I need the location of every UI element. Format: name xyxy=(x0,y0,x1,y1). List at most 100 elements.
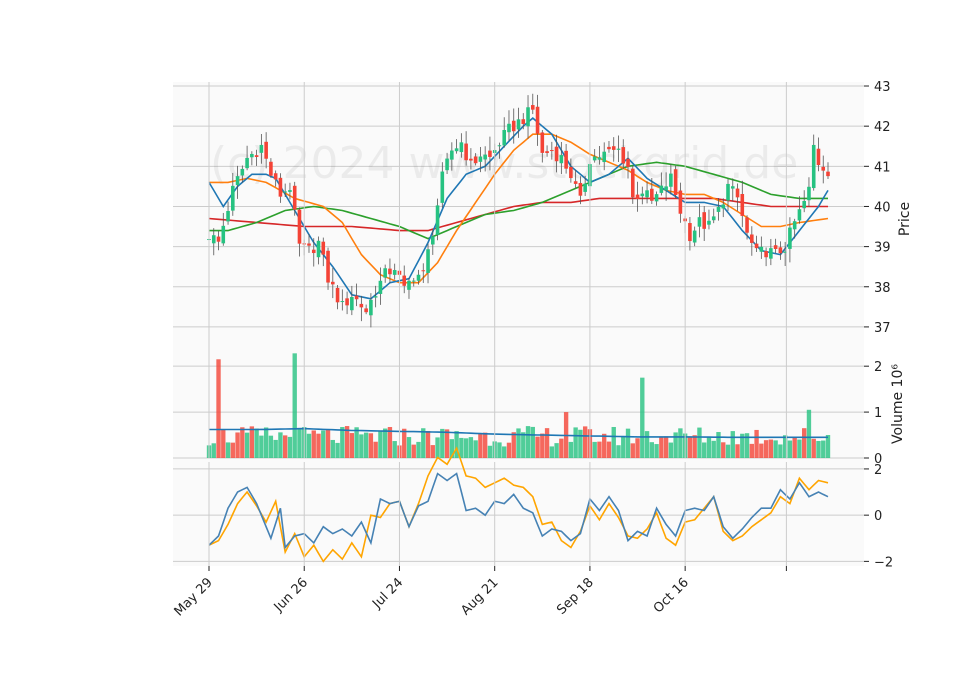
candle-body xyxy=(469,158,473,161)
volume-bar xyxy=(597,441,602,458)
volume-bar xyxy=(711,440,716,458)
candle-body xyxy=(311,249,316,254)
candle-body xyxy=(231,185,235,211)
oscillator-grid xyxy=(173,468,864,562)
candle-body xyxy=(297,209,302,244)
candle-body xyxy=(583,183,587,192)
candle-body xyxy=(307,243,311,246)
volume-bar xyxy=(735,444,740,458)
volume-bar xyxy=(478,433,483,458)
volume-bar xyxy=(782,435,788,458)
volume-bar xyxy=(787,440,793,458)
volume-bar xyxy=(316,433,321,458)
volume-bar xyxy=(525,426,531,458)
volume-tick-label: 0 xyxy=(874,452,882,467)
volume-bar xyxy=(392,441,397,458)
candle-body xyxy=(788,227,792,249)
price-panel: (c) 2024 www.stockgrid.de 37383940414243… xyxy=(173,80,913,351)
candle-body xyxy=(340,301,345,303)
candle-body xyxy=(621,147,626,164)
volume-bar xyxy=(778,444,783,458)
oscillator-main-line xyxy=(208,472,829,550)
volume-bar xyxy=(730,431,735,458)
candle-body xyxy=(550,150,554,152)
volume-bar xyxy=(573,427,578,458)
candle-body xyxy=(473,156,478,164)
volume-bar xyxy=(425,430,431,458)
volume-bar xyxy=(806,409,812,458)
volume-bar xyxy=(649,442,655,458)
volume-bar xyxy=(378,430,383,458)
x-tick-label: Sep 18 xyxy=(554,575,597,618)
volume-bar xyxy=(687,436,693,458)
volume-bar xyxy=(273,439,278,458)
candle-body xyxy=(216,236,221,242)
candle-body xyxy=(778,247,783,254)
volume-bar xyxy=(559,438,564,458)
oscillator-tick-label: 2 xyxy=(874,463,882,478)
volume-bar xyxy=(616,445,621,458)
candle-body xyxy=(740,193,745,216)
volume-bar xyxy=(768,439,774,458)
volume-bar xyxy=(235,432,240,458)
volume-bar xyxy=(335,442,340,458)
candle-body xyxy=(335,287,340,303)
volume-bar xyxy=(473,440,478,458)
candle-body xyxy=(611,146,616,150)
volume-bar xyxy=(635,438,640,458)
candle-body xyxy=(450,150,454,160)
volume-bar xyxy=(678,428,683,458)
volume-bar xyxy=(430,445,435,458)
candle-body xyxy=(602,151,607,163)
candle-body xyxy=(502,130,507,146)
candle-body xyxy=(292,185,297,210)
candle-body xyxy=(754,243,759,249)
candle-body xyxy=(635,194,640,200)
candle-body xyxy=(497,145,502,147)
oscillator-tick-label: 0 xyxy=(874,509,882,524)
volume-bar xyxy=(387,427,393,458)
candle-body xyxy=(402,275,407,286)
volume-moving-average xyxy=(209,427,828,439)
volume-bar xyxy=(368,433,374,458)
volume-bar xyxy=(773,440,778,458)
candle-body xyxy=(750,234,754,243)
candle-body xyxy=(759,246,764,252)
volume-bar xyxy=(244,432,250,458)
volume-bar xyxy=(611,426,616,458)
volume-bar xyxy=(340,427,345,458)
volume-bar xyxy=(816,440,821,458)
volume-bar xyxy=(297,427,302,458)
volume-bar xyxy=(382,428,388,458)
candle-body xyxy=(797,209,802,221)
candle-body xyxy=(264,141,268,159)
oscillator-lines xyxy=(208,446,829,563)
oscillator-signal-line xyxy=(208,446,829,563)
volume-bar xyxy=(268,435,274,458)
candle-body xyxy=(630,168,635,198)
candle-body xyxy=(507,123,511,133)
volume-bar xyxy=(692,435,697,458)
candle-body xyxy=(569,167,573,179)
volume-bar xyxy=(411,444,416,458)
candle-body xyxy=(692,230,697,243)
price-tick-label: 39 xyxy=(874,241,891,256)
volume-bar xyxy=(344,426,350,458)
candle-body xyxy=(540,132,545,153)
candle-body xyxy=(331,281,335,285)
volume-bar xyxy=(354,427,359,458)
candle-body xyxy=(816,148,821,166)
candle-body xyxy=(673,169,678,195)
volume-bar xyxy=(802,428,807,458)
price-y-ticks: 37 38 39 40 41 42 43 xyxy=(864,80,891,336)
volume-bar xyxy=(449,439,455,458)
candle-body xyxy=(516,119,521,130)
volume-bar xyxy=(502,446,507,458)
candle-body xyxy=(350,296,354,311)
sma-mid-line xyxy=(209,133,829,284)
volume-bar xyxy=(640,377,645,458)
oscillator-panel: −202 xyxy=(173,446,893,570)
volume-bar xyxy=(578,429,583,458)
volume-bar xyxy=(325,429,331,458)
volume-bar xyxy=(521,432,526,458)
